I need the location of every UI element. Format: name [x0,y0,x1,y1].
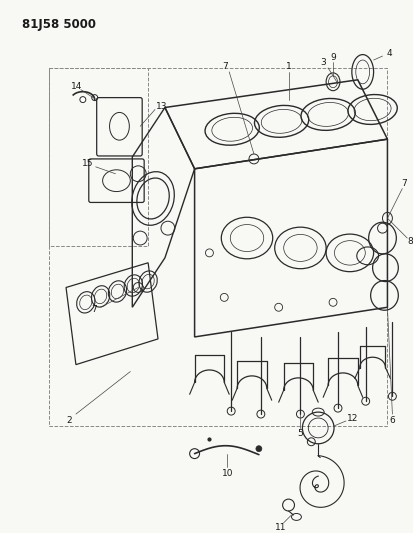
Text: 10: 10 [221,469,233,478]
Text: 81J58 5000: 81J58 5000 [21,19,95,31]
Text: 14: 14 [71,82,83,91]
Text: 9: 9 [330,53,335,62]
Text: 1: 1 [285,62,291,71]
Bar [49,68,148,246]
Bar [49,68,387,426]
Text: 7: 7 [90,305,96,314]
Circle shape [92,95,97,101]
Text: 13: 13 [156,102,167,111]
Text: 8: 8 [406,237,412,246]
Text: 3: 3 [320,59,325,68]
Text: 15: 15 [82,159,93,168]
Text: 2: 2 [66,416,71,424]
Circle shape [80,96,85,102]
Circle shape [255,446,261,451]
Text: 11: 11 [274,523,286,532]
Text: 7: 7 [401,179,406,188]
Text: 6: 6 [389,416,394,425]
Text: 4: 4 [386,49,391,58]
Text: 5: 5 [297,430,303,438]
Text: 7: 7 [222,62,228,71]
Text: 12: 12 [347,414,358,423]
